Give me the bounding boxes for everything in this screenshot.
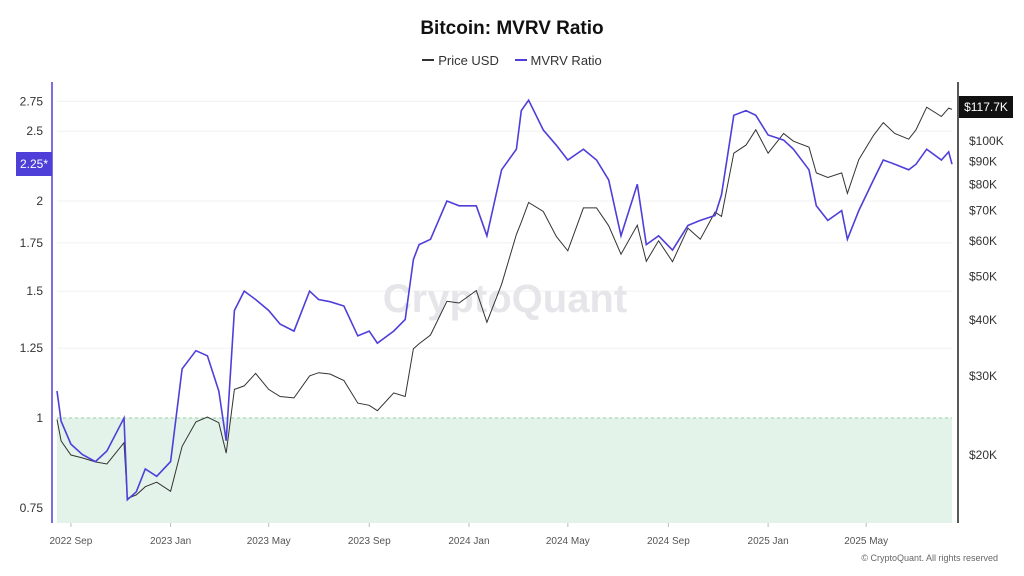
watermark: CryptoQuant bbox=[383, 277, 627, 321]
x-tick-label: 2023 May bbox=[247, 536, 291, 547]
x-tick-label: 2023 Jan bbox=[150, 536, 191, 547]
legend-label-mvrv: MVRV Ratio bbox=[530, 52, 602, 68]
price-current-label: $117.7K bbox=[964, 100, 1008, 114]
mvrv-ratio-line bbox=[56, 98, 953, 502]
x-tick-label: 2024 Sep bbox=[647, 536, 690, 547]
left-tick-label: 1 bbox=[36, 411, 43, 425]
left-tick-label: 0.75 bbox=[20, 501, 44, 515]
right-tick-label: $90K bbox=[969, 155, 997, 169]
right-tick-label: $70K bbox=[969, 204, 997, 218]
right-tick-label: $100K bbox=[969, 134, 1004, 148]
legend-swatch-price bbox=[422, 59, 435, 61]
right-tick-label: $60K bbox=[969, 234, 997, 248]
x-tick-label: 2025 May bbox=[844, 536, 888, 547]
mvrv-current-label: 2.25* bbox=[20, 157, 48, 171]
right-tick-label: $20K bbox=[969, 448, 997, 462]
left-tick-label: 2 bbox=[36, 194, 43, 208]
right-tick-label: $50K bbox=[969, 269, 997, 283]
legend-swatch-mvrv bbox=[514, 59, 527, 61]
legend: Price USD MVRV Ratio bbox=[0, 49, 1024, 68]
x-tick-label: 2022 Sep bbox=[49, 536, 92, 547]
right-tick-label: $30K bbox=[969, 369, 997, 383]
left-tick-label: 1.75 bbox=[20, 236, 44, 250]
left-tick-label: 2.5 bbox=[26, 124, 43, 138]
right-tick-label: $40K bbox=[969, 313, 997, 327]
x-tick-label: 2024 May bbox=[546, 536, 590, 547]
below-one-zone bbox=[57, 418, 952, 523]
legend-label-price: Price USD bbox=[438, 52, 499, 68]
legend-item-price[interactable]: Price USD bbox=[422, 53, 499, 68]
copyright: © CryptoQuant. All rights reserved bbox=[861, 553, 998, 563]
price-current-badge bbox=[959, 96, 1013, 118]
right-tick-label: $80K bbox=[969, 178, 997, 192]
left-tick-label: 2.75 bbox=[20, 94, 44, 108]
x-tick-label: 2023 Sep bbox=[348, 536, 391, 547]
left-tick-label: 1.25 bbox=[20, 341, 44, 355]
chart-title: Bitcoin: MVRV Ratio bbox=[420, 18, 604, 39]
x-tick-label: 2024 Jan bbox=[448, 536, 489, 547]
x-tick-label: 2025 Jan bbox=[748, 536, 789, 547]
price-usd-line bbox=[56, 106, 953, 500]
legend-item-mvrv[interactable]: MVRV Ratio bbox=[514, 52, 602, 68]
mvrv-current-badge bbox=[16, 152, 52, 176]
left-tick-label: 1.5 bbox=[26, 284, 43, 298]
